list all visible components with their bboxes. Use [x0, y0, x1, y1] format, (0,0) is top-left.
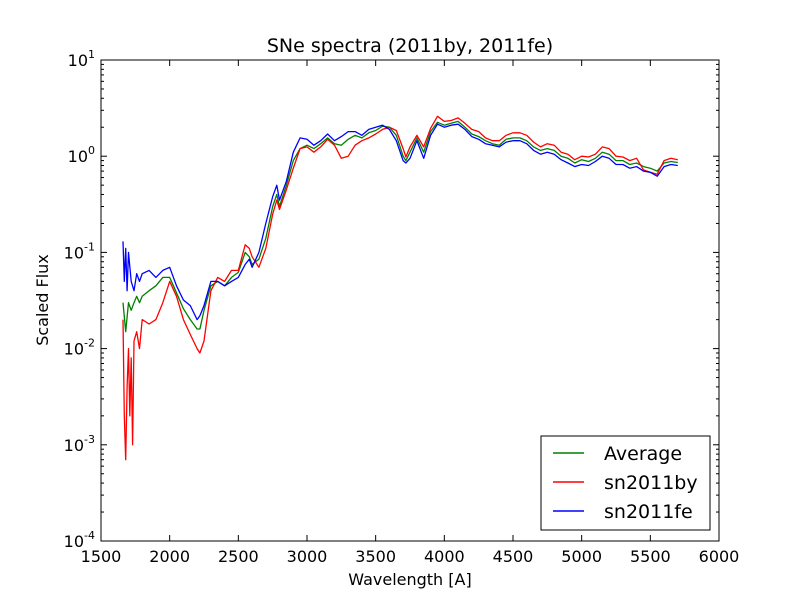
- legend-box: [540, 435, 711, 531]
- x-axis-title: Wavelength [A]: [348, 570, 471, 589]
- y-tick-label: 10-3: [64, 433, 95, 455]
- legend-label: Average: [604, 443, 682, 465]
- plot-area: [122, 115, 678, 461]
- x-axis: 1500 2000 2500 3000 3500 4000 4500 5000 5500 6000: [81, 60, 740, 566]
- series-line-sn2011fe: [122, 123, 678, 321]
- legend: Average sn2011by sn2011fe: [540, 435, 711, 531]
- x-tick-label: 2000: [149, 547, 190, 566]
- x-tick-label: 3500: [355, 547, 396, 566]
- plot-frame: [100, 59, 720, 542]
- y-tick-label: 100: [68, 144, 95, 166]
- x-tick-label: 6000: [699, 547, 740, 566]
- x-tick-label: 5000: [561, 547, 602, 566]
- series-line-sn2011by: [122, 115, 678, 461]
- x-tick-label: 1500: [81, 547, 122, 566]
- y-tick-label: 10-1: [64, 240, 95, 262]
- legend-label: sn2011by: [604, 472, 698, 494]
- y-tick-label: 10-4: [64, 529, 95, 551]
- series-line-average: [122, 120, 678, 333]
- x-tick-label: 4000: [424, 547, 465, 566]
- legend-label: sn2011fe: [604, 501, 693, 523]
- y-axis: 10-4 10-3 10-2 10-1 100 101: [64, 48, 719, 551]
- chart-title: SNe spectra (2011by, 2011fe): [267, 35, 553, 57]
- y-tick-label: 10-2: [64, 337, 95, 359]
- x-tick-label: 4500: [493, 547, 534, 566]
- y-tick-label: 101: [68, 48, 95, 70]
- y-axis-title: Scaled Flux: [33, 254, 52, 346]
- x-tick-label: 5500: [630, 547, 671, 566]
- x-tick-label: 3000: [287, 547, 328, 566]
- x-tick-label: 2500: [218, 547, 259, 566]
